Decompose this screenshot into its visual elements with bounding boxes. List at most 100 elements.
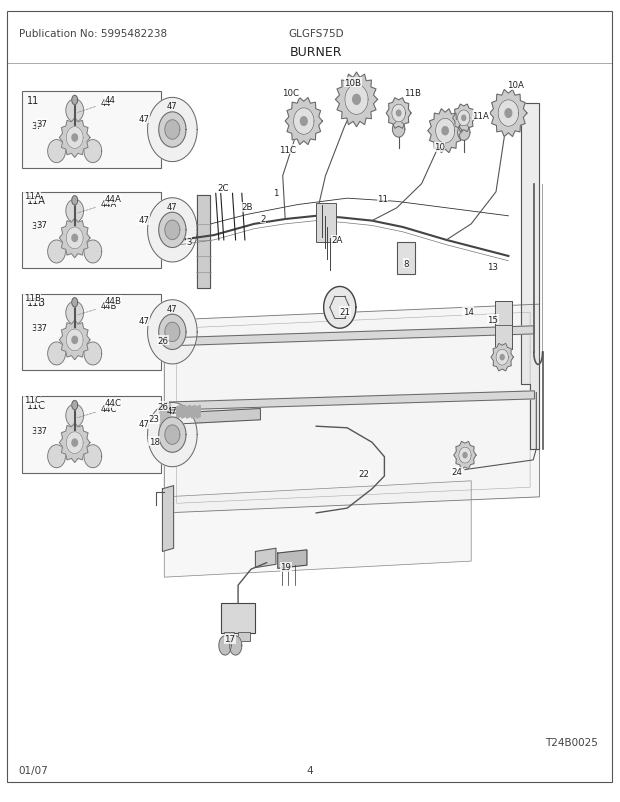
Text: 47: 47 [139, 419, 150, 428]
Text: 11C: 11C [279, 145, 296, 154]
Polygon shape [148, 403, 197, 467]
Bar [22, 192, 161, 269]
Polygon shape [159, 418, 186, 452]
Polygon shape [285, 99, 322, 145]
Polygon shape [162, 486, 174, 552]
Polygon shape [160, 404, 171, 433]
Polygon shape [197, 406, 200, 419]
Text: BURNER: BURNER [290, 46, 342, 59]
Polygon shape [392, 122, 405, 138]
Polygon shape [500, 355, 504, 360]
Polygon shape [72, 196, 78, 205]
Text: 11A: 11A [24, 192, 40, 200]
Polygon shape [255, 549, 276, 568]
Polygon shape [159, 113, 186, 148]
Text: 2C: 2C [217, 184, 229, 192]
Polygon shape [148, 301, 197, 364]
Text: 47: 47 [167, 407, 178, 415]
Text: Publication No: 5995482238: Publication No: 5995482238 [19, 29, 167, 38]
Text: 37: 37 [31, 122, 42, 131]
Polygon shape [165, 221, 180, 241]
Polygon shape [324, 287, 356, 329]
Polygon shape [462, 116, 466, 121]
Polygon shape [353, 95, 360, 105]
Polygon shape [72, 401, 78, 410]
Polygon shape [48, 342, 66, 366]
Text: 21: 21 [340, 307, 351, 316]
Polygon shape [165, 322, 180, 342]
Polygon shape [84, 241, 102, 264]
Text: 11: 11 [27, 95, 39, 105]
Text: 8: 8 [403, 259, 409, 268]
Polygon shape [166, 391, 534, 411]
Polygon shape [60, 321, 90, 360]
Text: 47: 47 [139, 115, 150, 124]
Polygon shape [166, 326, 534, 346]
Polygon shape [335, 73, 378, 128]
Polygon shape [301, 118, 307, 126]
Text: 11A: 11A [27, 196, 45, 205]
Bar [221, 603, 255, 634]
Bar [316, 204, 336, 242]
Polygon shape [229, 636, 242, 655]
Polygon shape [458, 111, 470, 127]
Polygon shape [164, 481, 471, 577]
Text: 2A: 2A [331, 236, 342, 245]
Text: 26: 26 [157, 336, 169, 345]
Text: 44A: 44A [78, 200, 117, 213]
Polygon shape [60, 219, 90, 258]
Text: 11C: 11C [24, 395, 40, 404]
Text: 22: 22 [358, 469, 370, 478]
Text: 37: 37 [36, 221, 47, 229]
Polygon shape [177, 406, 180, 419]
Text: 44C: 44C [78, 404, 117, 418]
Text: 47: 47 [167, 202, 178, 211]
Polygon shape [165, 120, 180, 140]
Bar [397, 242, 415, 274]
Polygon shape [48, 140, 66, 164]
Bar [22, 294, 161, 371]
Text: 11A: 11A [472, 111, 489, 120]
Polygon shape [66, 302, 84, 325]
Polygon shape [148, 199, 197, 262]
Polygon shape [442, 128, 448, 136]
Polygon shape [66, 404, 84, 427]
Polygon shape [84, 140, 102, 164]
Text: 19: 19 [280, 562, 291, 571]
Text: 10B: 10B [344, 79, 361, 87]
Polygon shape [48, 445, 66, 468]
Polygon shape [166, 409, 260, 425]
Text: 23: 23 [149, 415, 160, 423]
Text: 37: 37 [31, 427, 42, 435]
Text: 47: 47 [139, 216, 150, 225]
Text: 11C: 11C [27, 400, 46, 410]
Text: 37: 37 [36, 426, 47, 435]
Text: 11B: 11B [24, 294, 40, 302]
Polygon shape [496, 350, 508, 366]
Polygon shape [491, 344, 513, 371]
Polygon shape [345, 85, 368, 115]
Polygon shape [66, 99, 84, 123]
Bar [238, 632, 250, 642]
Polygon shape [165, 425, 180, 445]
Text: 26: 26 [157, 402, 169, 411]
Polygon shape [72, 235, 78, 242]
Bar [22, 397, 161, 473]
Polygon shape [454, 442, 476, 469]
Polygon shape [159, 213, 186, 248]
Text: 44C: 44C [104, 399, 121, 407]
Polygon shape [72, 337, 78, 344]
Polygon shape [66, 200, 84, 223]
Polygon shape [392, 105, 405, 123]
Text: 44: 44 [78, 99, 111, 113]
Text: 37: 37 [31, 324, 42, 333]
Polygon shape [72, 135, 78, 142]
Text: 37: 37 [31, 222, 42, 231]
Bar [22, 92, 161, 168]
Text: 44B: 44B [104, 296, 121, 305]
Polygon shape [505, 110, 511, 118]
Polygon shape [192, 406, 195, 419]
Text: 17: 17 [224, 634, 236, 643]
Text: 1: 1 [273, 188, 278, 197]
Text: GLGFS75D: GLGFS75D [288, 29, 344, 38]
